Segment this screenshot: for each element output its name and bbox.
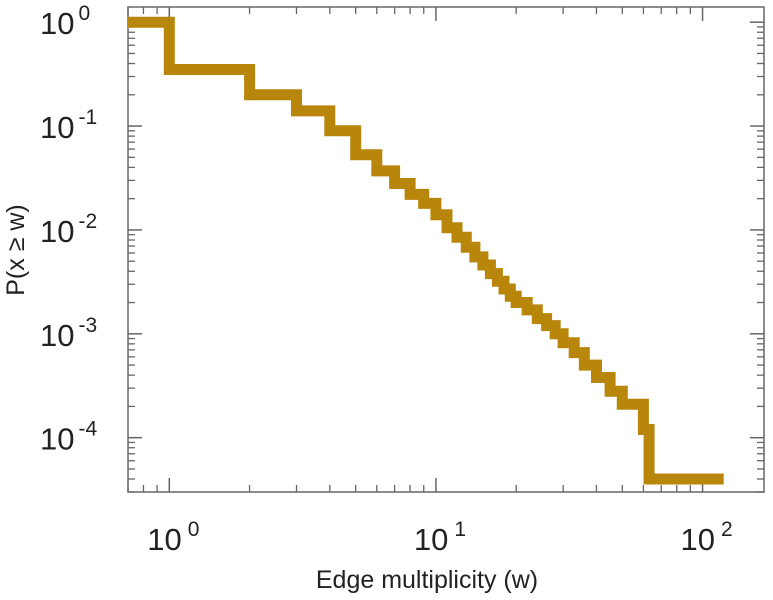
minor-ticks	[127, 7, 764, 493]
y-tick-label: 10 -3	[40, 314, 97, 353]
y-tick-label: 10 -1	[40, 106, 97, 145]
plot-frame	[127, 6, 765, 493]
y-tick-label: 10 -4	[40, 418, 97, 457]
series-line	[128, 16, 724, 485]
y-tick-label: 10 -2	[40, 210, 97, 249]
x-tick-label: 10 0	[147, 518, 199, 557]
series-layer	[128, 16, 724, 485]
x-tick-label: 10 2	[680, 518, 732, 557]
major-ticks	[128, 7, 764, 492]
x-tick-label: 10 1	[414, 518, 466, 557]
x-tick-labels: 10 0 10 1 10 2	[147, 518, 732, 557]
x-axis-label: Edge multiplicity (w)	[316, 566, 538, 594]
y-axis-label: P(x ≥ w)	[2, 204, 30, 296]
y-tick-label: 10 0	[40, 2, 90, 41]
